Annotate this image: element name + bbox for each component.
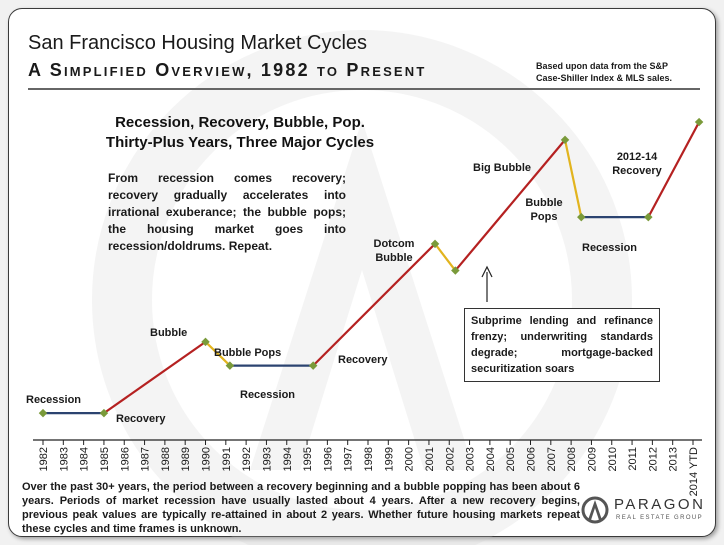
annotation-line: Bubble: [150, 327, 188, 339]
x-tick-label: 1997: [343, 447, 355, 471]
annotation-recession-1991: Recession: [240, 388, 295, 402]
x-tick-label: 1992: [241, 447, 253, 471]
x-tick-label: 1999: [383, 447, 395, 471]
x-tick-label: 2005: [505, 447, 517, 471]
segment-pop: [563, 138, 583, 219]
x-tick-label: 1986: [119, 447, 131, 471]
x-tick-label: 1993: [261, 447, 273, 471]
x-tick-label: 1987: [140, 447, 152, 471]
chart-frame: [8, 8, 716, 537]
x-tick-label: 1991: [221, 447, 233, 471]
annotation-recession-2008: Recession: [582, 241, 637, 255]
segment-recovery: [647, 120, 701, 219]
x-tick-label: 1998: [363, 447, 375, 471]
annotation-recovery-1996: Recovery: [338, 353, 388, 367]
annotation-line: Dotcom: [373, 238, 415, 250]
annotation-recovery-2012: 2012-14 Recovery: [608, 150, 666, 178]
paragon-logo: PARAGON REAL ESTATE GROUP: [580, 494, 724, 534]
annotation-line: Recession: [26, 394, 82, 406]
annotation-line: Pops: [530, 211, 558, 223]
x-tick-label: 2014 YTD: [688, 447, 700, 496]
x-tick-label: 2003: [465, 447, 477, 471]
source-note-line1: Based upon data from the S&P: [536, 61, 669, 71]
data-point: [644, 212, 653, 222]
source-note: Based upon data from the S&P Case-Shille…: [536, 60, 706, 84]
x-tick-label: 1995: [302, 447, 314, 471]
headline-line2: Thirty-Plus Years, Three Major Cycles: [105, 134, 375, 151]
x-tick-label: 1989: [180, 447, 192, 471]
page-title: San Francisco Housing Market Cycles: [28, 32, 368, 54]
annotation-big-bubble: Big Bubble: [473, 161, 531, 175]
x-tick-label: 2010: [607, 447, 619, 471]
x-tick-label: 1994: [282, 447, 294, 471]
x-tick-label: 2001: [424, 447, 436, 471]
subprime-callout: Subprime lending and refinance frenzy; u…: [464, 308, 660, 382]
x-tick-label: 2009: [586, 447, 598, 471]
data-point: [308, 361, 318, 370]
data-point: [201, 337, 210, 347]
x-tick-label: 1988: [160, 447, 172, 471]
x-tick-label: 1996: [322, 447, 334, 471]
x-tick-label: 2006: [526, 447, 538, 471]
watermark: [92, 30, 632, 545]
annotation-line: Recovery: [116, 413, 166, 425]
x-tick-label: 2012: [647, 447, 659, 471]
annotation-recession-1982: Recession: [26, 393, 81, 407]
x-tick-label: 1982: [38, 447, 50, 471]
data-point: [694, 117, 704, 127]
annotation-recovery-1985: Recovery: [116, 412, 166, 426]
paragon-logo-icon: [581, 496, 609, 524]
data-point: [38, 408, 48, 418]
annotation-line: Recovery: [338, 354, 388, 366]
x-tick-label: 2000: [404, 447, 416, 471]
callout-arrow: [481, 265, 493, 302]
x-tick-label: 1983: [58, 447, 70, 471]
footer-summary: Over the past 30+ years, the period betw…: [22, 481, 580, 535]
x-tick-label: 2011: [627, 447, 639, 471]
annotation-line: Recovery: [612, 165, 662, 177]
x-tick-label: 2013: [668, 447, 680, 471]
x-tick-label: 1984: [79, 447, 91, 471]
x-tick-label: 1990: [201, 447, 213, 471]
annotation-line: Bubble: [525, 197, 563, 209]
page-subtitle: A Simplified Overview, 1982 to Present: [28, 60, 427, 80]
segment-recovery: [312, 242, 437, 367]
annotation-bubble-pops-1990: Bubble Pops: [214, 346, 281, 360]
annotation-line: Bubble Pops: [214, 347, 282, 359]
annotation-line: Recession: [240, 389, 296, 401]
annotation-dotcom-bubble: Dotcom Bubble: [364, 237, 424, 265]
annotation-bubble-1989: Bubble: [150, 326, 187, 340]
cycle-description: From recession comes recovery; recovery …: [108, 171, 346, 253]
x-tick-label: 2007: [546, 447, 558, 471]
annotation-bubble-pops-2007: Bubble Pops: [520, 196, 568, 224]
x-tick-label: 2002: [444, 447, 456, 471]
source-note-line2: Case-Shiller Index & MLS sales.: [536, 73, 673, 83]
segment-recovery: [102, 340, 207, 415]
x-tick-label: 2004: [485, 447, 497, 471]
headline-line1: Recession, Recovery, Bubble, Pop.: [115, 114, 365, 131]
cycle-line: [41, 120, 701, 415]
annotation-line: Bubble: [375, 252, 413, 264]
x-tick-label: 2008: [566, 447, 578, 471]
data-point: [430, 239, 440, 249]
logo-name: PARAGON: [614, 496, 706, 513]
title-divider: [28, 88, 700, 90]
data-point: [225, 361, 235, 370]
data-point: [99, 408, 109, 418]
annotation-line: Big Bubble: [473, 162, 532, 174]
x-axis: 1982 1983 1984 1985 1986 1987 1988 1989 1990 1991…: [33, 439, 702, 496]
annotation-line: Recession: [582, 242, 638, 254]
x-tick-label: 1985: [99, 447, 111, 471]
segment-pop: [433, 242, 457, 272]
data-point: [451, 266, 460, 275]
logo-tagline: REAL ESTATE GROUP: [616, 515, 704, 521]
annotation-line: 2012-14: [616, 151, 658, 163]
segment-pop: [204, 340, 231, 367]
segment-recovery: [454, 138, 567, 272]
